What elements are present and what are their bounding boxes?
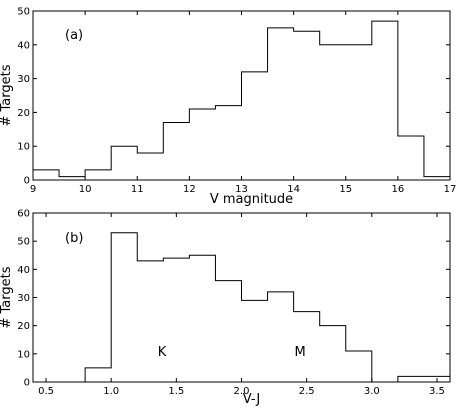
panel-b-bin [137, 261, 163, 382]
panel-b-bin [189, 255, 215, 382]
panel-b-label: (b) [65, 231, 83, 246]
panel-b-xtick-label: 3.5 [429, 386, 445, 397]
panel-a-xtick-label: 16 [392, 184, 405, 195]
panel-b-bin [163, 258, 189, 382]
panel-b-xlabel: V-J [243, 392, 260, 407]
panel-b-bin [85, 368, 111, 382]
panel-a-bin [189, 109, 215, 180]
panel-b-ytick-label: 20 [17, 321, 30, 332]
panel-b-bin [111, 233, 137, 382]
panel-b-xtick-label: 2.5 [299, 386, 315, 397]
panel-a-xtick-label: 13 [235, 184, 248, 195]
panel-b-xtick-label: 1.0 [103, 386, 119, 397]
panel-a-bin [59, 177, 85, 180]
panel-b-ytick-label: 30 [17, 293, 30, 304]
panel-b-ytick-label: 0 [24, 378, 30, 389]
panel-a-bin [268, 28, 294, 180]
panel-a-xlabel: V magnitude [210, 192, 293, 207]
panel-b-annotation-k: K [158, 345, 167, 360]
panel-b-bin [398, 376, 424, 382]
panel-a-xtick-label: 11 [131, 184, 144, 195]
panel-a-bin [242, 72, 268, 180]
panel-a-bin [85, 170, 111, 180]
panel-b-ytick-label: 40 [17, 265, 30, 276]
panel-b-xtick-label: 0.5 [38, 386, 54, 397]
panel-a-ytick-label: 40 [17, 40, 30, 51]
panel-a-label: (a) [65, 28, 83, 43]
panel-a-ytick-label: 20 [17, 108, 30, 119]
panel-b-bin [320, 326, 346, 382]
panel-b-annotation-m: M [295, 345, 306, 360]
panel-a-xtick-label: 15 [339, 184, 352, 195]
panel-b-ylabel: # Targets [0, 266, 14, 328]
panel-b-xtick-label: 3.0 [364, 386, 380, 397]
panel-a-bin [215, 106, 241, 180]
panel-a-ytick-label: 0 [24, 176, 30, 187]
panel-b-ytick-label: 60 [17, 209, 30, 220]
panel-b-xtick-label: 2.0 [234, 386, 250, 397]
panel-a-bin [320, 45, 346, 180]
panel-a-ylabel: # Targets [0, 64, 14, 126]
panel-a-bin [398, 136, 424, 180]
panel-a-xtick-label: 9 [30, 184, 36, 195]
panel-b-bin [268, 292, 294, 382]
panel-b-bin [215, 281, 241, 382]
panel-a-bin [163, 123, 189, 180]
panel-a-bin [372, 21, 398, 180]
panel-b-bin [346, 351, 372, 382]
panel-a-bin [424, 177, 450, 180]
panel-a-histogram-outline [32, 20, 451, 180]
panel-a-bin [33, 170, 59, 180]
panel-a-bin [294, 31, 320, 180]
panel-a-bin [346, 45, 372, 180]
panel-a-xtick-label: 12 [183, 184, 196, 195]
panel-b-bin [242, 300, 268, 382]
panel-b-ytick-label: 10 [17, 349, 30, 360]
panel-a-xtick-label: 17 [444, 184, 457, 195]
panel-a-bin [111, 146, 137, 180]
panel-a-xtick-label: 14 [287, 184, 300, 195]
panel-a-bin [137, 153, 163, 180]
panel-b-histogram-outline [33, 232, 451, 383]
panel-a-ytick-label: 30 [17, 74, 30, 85]
panel-a-ytick-label: 50 [17, 7, 30, 18]
panel-a-xtick-label: 10 [79, 184, 92, 195]
panel-b-ytick-label: 50 [17, 237, 30, 248]
panel-b-xtick-label: 1.5 [168, 386, 184, 397]
panel-a-ytick-label: 10 [17, 142, 30, 153]
